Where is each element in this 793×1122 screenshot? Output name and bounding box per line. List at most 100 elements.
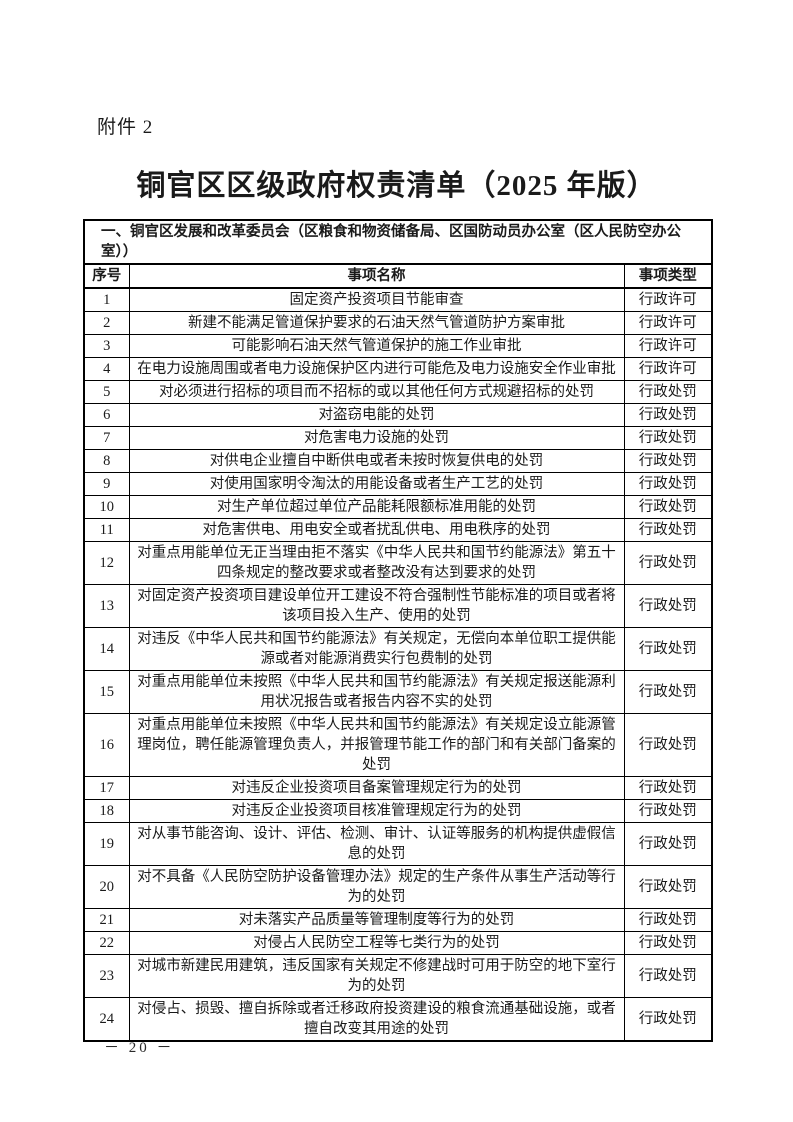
row-no-cell: 3 [83,334,130,358]
row-name-cell: 对重点用能单位未按照《中华人民共和国节约能源法》有关规定报送能源利用状况报告或者… [128,670,625,714]
row-name-cell: 对生产单位超过单位产品能耗限额标准用能的处罚 [128,495,625,519]
row-no-cell: 16 [83,713,130,777]
table-row: 18 对违反企业投资项目核准管理规定行为的处罚 行政处罚 [83,799,713,823]
row-name-cell: 对重点用能单位未按照《中华人民共和国节约能源法》有关规定设立能源管理岗位，聘任能… [128,713,625,777]
row-name-cell: 可能影响石油天然气管道保护的施工作业审批 [128,334,625,358]
table-row: 9 对使用国家明令淘汰的用能设备或者生产工艺的处罚 行政处罚 [83,472,713,496]
row-name-cell: 对危害电力设施的处罚 [128,426,625,450]
table-body: 1 固定资产投资项目节能审查 行政许可 2 新建不能满足管道保护要求的石油天然气管道防护… [83,287,713,1042]
row-name-cell: 对盗窃电能的处罚 [128,403,625,427]
col-header-name: 事项名称 [128,263,625,289]
row-name-cell: 对侵占人民防空工程等七类行为的处罚 [128,931,625,955]
col-header-no: 序号 [83,263,130,289]
row-no-cell: 14 [83,627,130,671]
row-no-cell: 12 [83,541,130,585]
page-number: － 20 － [104,1040,175,1056]
row-type-cell: 行政处罚 [623,380,713,404]
row-type-cell: 行政处罚 [623,776,713,800]
table-row: 7 对危害电力设施的处罚 行政处罚 [83,426,713,450]
col-header-type: 事项类型 [623,263,713,289]
row-no-cell: 2 [83,311,130,335]
row-no-cell: 23 [83,954,130,998]
table-row: 10 对生产单位超过单位产品能耗限额标准用能的处罚 行政处罚 [83,495,713,519]
row-no-cell: 10 [83,495,130,519]
row-name-cell: 对固定资产投资项目建设单位开工建设不符合强制性节能标准的项目或者将该项目投入生产… [128,584,625,628]
table-row: 20 对不具备《人民防空防护设备管理办法》规定的生产条件从事生产活动等行为的处罚行… [83,865,713,909]
row-no-cell: 18 [83,799,130,823]
row-no-cell: 5 [83,380,130,404]
table-section-header-row: 一、铜官区发展和改革委员会（区粮食和物资储备局、区国防动员办公室（区人民防空办公… [83,219,713,265]
row-name-cell: 固定资产投资项目节能审查 [128,287,625,312]
table-row: 23 对城市新建民用建筑，违反国家有关规定不修建战时可用于防空的地下室行为的处罚行… [83,954,713,998]
row-name-cell: 新建不能满足管道保护要求的石油天然气管道防护方案审批 [128,311,625,335]
row-no-cell: 17 [83,776,130,800]
table-row: 1 固定资产投资项目节能审查 行政许可 [83,287,713,312]
row-name-cell: 对供电企业擅自中断供电或者未按时恢复供电的处罚 [128,449,625,473]
row-no-cell: 13 [83,584,130,628]
row-type-cell: 行政处罚 [623,713,713,777]
row-type-cell: 行政处罚 [623,627,713,671]
attachment-label: 附件 2 [97,117,154,138]
row-type-cell: 行政处罚 [623,670,713,714]
row-type-cell: 行政许可 [623,334,713,358]
row-no-cell: 1 [83,287,130,312]
row-no-cell: 24 [83,997,130,1042]
row-name-cell: 对重点用能单位无正当理由拒不落实《中华人民共和国节约能源法》第五十四条规定的整改… [128,541,625,585]
row-type-cell: 行政处罚 [623,997,713,1042]
table-row: 21 对未落实产品质量等管理制度等行为的处罚 行政处罚 [83,908,713,932]
row-type-cell: 行政处罚 [623,472,713,496]
row-no-cell: 9 [83,472,130,496]
table-row: 17 对违反企业投资项目备案管理规定行为的处罚 行政处罚 [83,776,713,800]
row-name-cell: 对违反企业投资项目备案管理规定行为的处罚 [128,776,625,800]
table-row: 6 对盗窃电能的处罚 行政处罚 [83,403,713,427]
row-no-cell: 15 [83,670,130,714]
table-row: 3 可能影响石油天然气管道保护的施工作业审批 行政许可 [83,334,713,358]
row-no-cell: 8 [83,449,130,473]
row-type-cell: 行政处罚 [623,518,713,542]
table-row: 5 对必须进行招标的项目而不招标的或以其他任何方式规避招标的处罚 行政处罚 [83,380,713,404]
row-name-cell: 对违反《中华人民共和国节约能源法》有关规定，无偿向本单位职工提供能源或者对能源消… [128,627,625,671]
row-no-cell: 6 [83,403,130,427]
row-type-cell: 行政许可 [623,357,713,381]
row-no-cell: 4 [83,357,130,381]
row-no-cell: 22 [83,931,130,955]
row-type-cell: 行政处罚 [623,931,713,955]
table-row: 2 新建不能满足管道保护要求的石油天然气管道防护方案审批 行政许可 [83,311,713,335]
table-row: 22 对侵占人民防空工程等七类行为的处罚 行政处罚 [83,931,713,955]
row-name-cell: 对不具备《人民防空防护设备管理办法》规定的生产条件从事生产活动等行为的处罚 [128,865,625,909]
row-no-cell: 21 [83,908,130,932]
row-type-cell: 行政处罚 [623,495,713,519]
row-type-cell: 行政处罚 [623,449,713,473]
row-type-cell: 行政处罚 [623,541,713,585]
table-row: 19 对从事节能咨询、设计、评估、检测、审计、认证等服务的机构提供虚假信息的处罚行… [83,822,713,866]
table-row: 16 对重点用能单位未按照《中华人民共和国节约能源法》有关规定设立能源管理岗位，聘… [83,713,713,777]
table-row: 24 对侵占、损毁、擅自拆除或者迁移政府投资建设的粮食流通基础设施，或者擅自改变其… [83,997,713,1042]
row-type-cell: 行政处罚 [623,822,713,866]
table-row: 4 在电力设施周围或者电力设施保护区内进行可能危及电力设施安全作业审批 行政许可 [83,357,713,381]
table-row: 14 对违反《中华人民共和国节约能源法》有关规定，无偿向本单位职工提供能源或者对能… [83,627,713,671]
row-no-cell: 7 [83,426,130,450]
table-column-header-row: 序号 事项名称 事项类型 [83,263,713,289]
row-name-cell: 对违反企业投资项目核准管理规定行为的处罚 [128,799,625,823]
power-list-table: 一、铜官区发展和改革委员会（区粮食和物资储备局、区国防动员办公室（区人民防空办公… [83,219,713,1042]
row-type-cell: 行政许可 [623,287,713,312]
table-section-header: 一、铜官区发展和改革委员会（区粮食和物资储备局、区国防动员办公室（区人民防空办公… [83,219,713,265]
row-name-cell: 对城市新建民用建筑，违反国家有关规定不修建战时可用于防空的地下室行为的处罚 [128,954,625,998]
row-type-cell: 行政处罚 [623,403,713,427]
row-type-cell: 行政处罚 [623,584,713,628]
row-no-cell: 11 [83,518,130,542]
row-type-cell: 行政处罚 [623,799,713,823]
table-row: 8 对供电企业擅自中断供电或者未按时恢复供电的处罚 行政处罚 [83,449,713,473]
table-row: 15 对重点用能单位未按照《中华人民共和国节约能源法》有关规定报送能源利用状况报告… [83,670,713,714]
row-name-cell: 在电力设施周围或者电力设施保护区内进行可能危及电力设施安全作业审批 [128,357,625,381]
row-name-cell: 对未落实产品质量等管理制度等行为的处罚 [128,908,625,932]
row-no-cell: 20 [83,865,130,909]
row-type-cell: 行政许可 [623,311,713,335]
row-type-cell: 行政处罚 [623,954,713,998]
row-type-cell: 行政处罚 [623,426,713,450]
table-row: 12 对重点用能单位无正当理由拒不落实《中华人民共和国节约能源法》第五十四条规定的… [83,541,713,585]
row-type-cell: 行政处罚 [623,865,713,909]
row-no-cell: 19 [83,822,130,866]
row-name-cell: 对侵占、损毁、擅自拆除或者迁移政府投资建设的粮食流通基础设施，或者擅自改变其用途… [128,997,625,1042]
